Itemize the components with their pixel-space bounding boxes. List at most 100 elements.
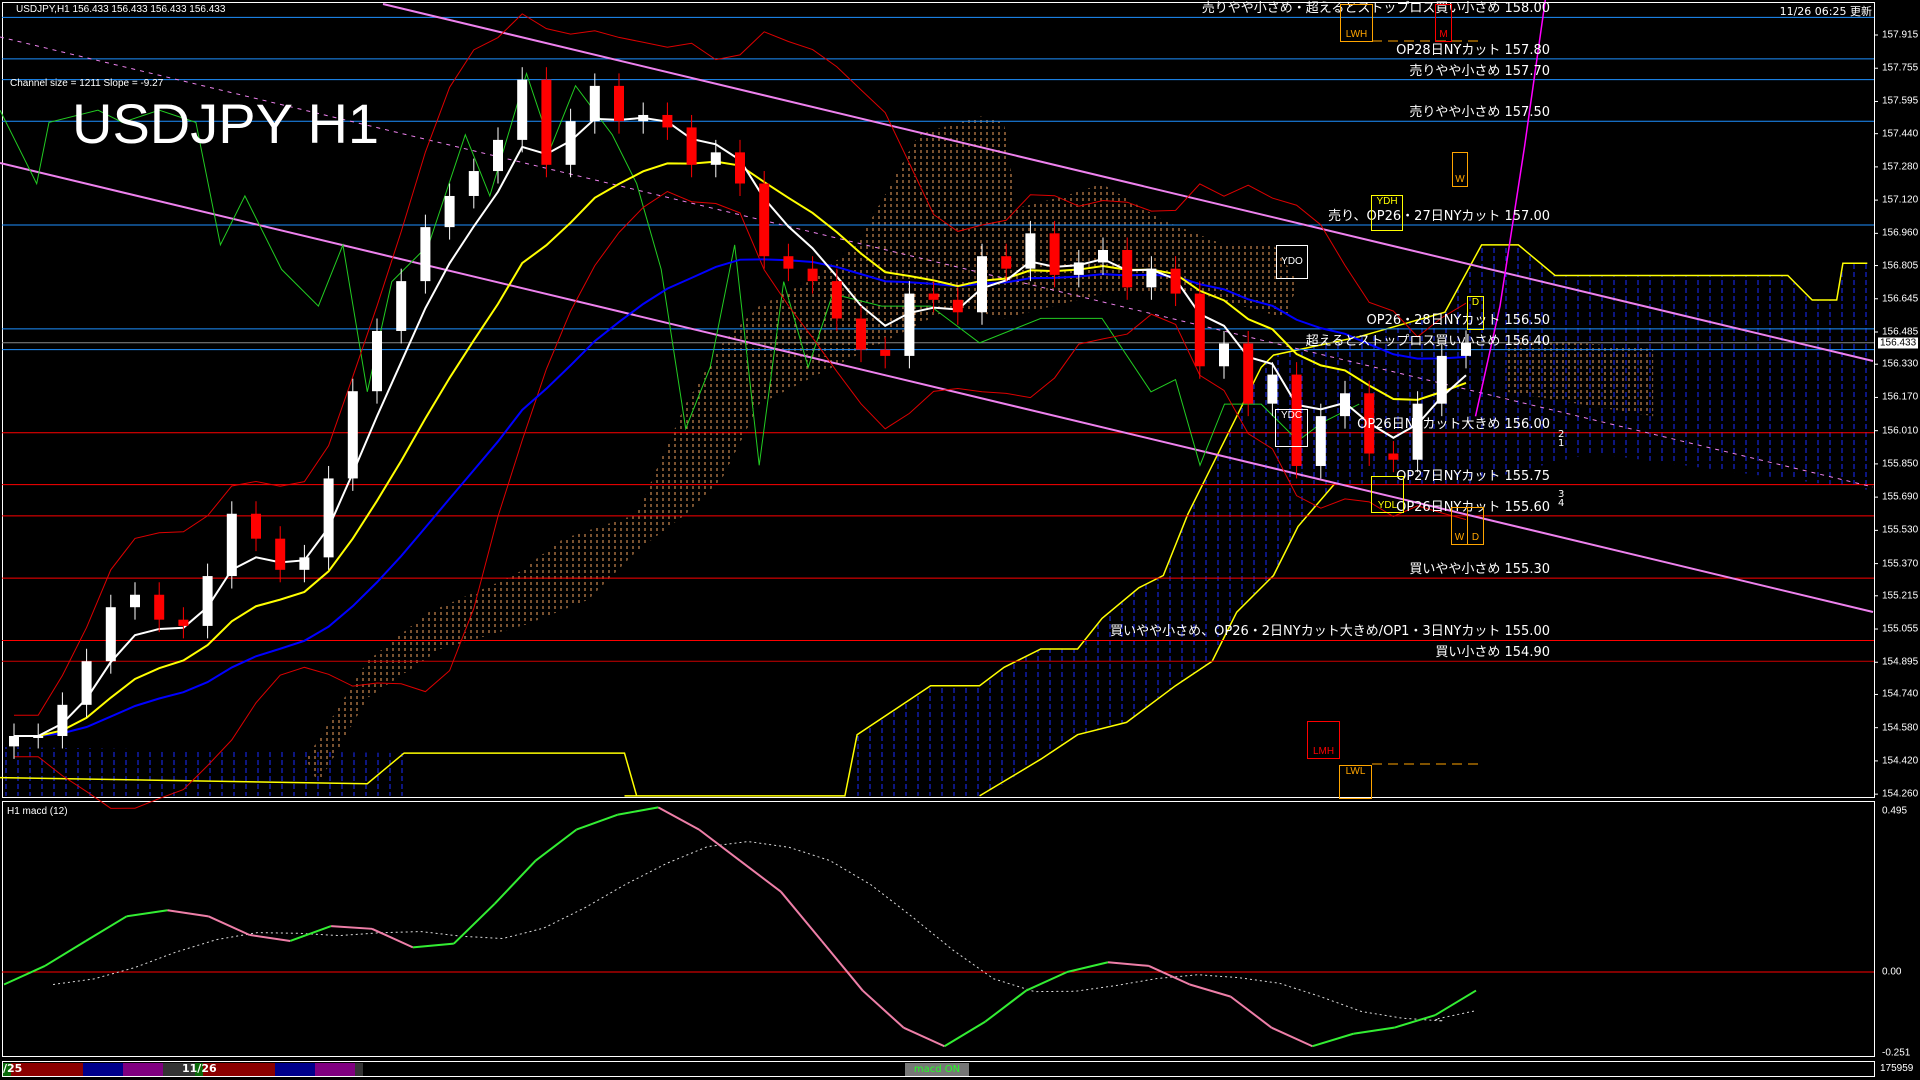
candle-bearish	[686, 127, 697, 165]
ydh-marker: YDH	[1371, 195, 1403, 231]
arrow-numbers-b: 3 4	[1558, 489, 1565, 509]
macd-line-segment	[493, 859, 537, 905]
candle-bearish	[614, 85, 624, 122]
candle-bullish	[226, 513, 237, 577]
price-axis-label: 154.740	[1882, 688, 1919, 700]
macd-toggle-button[interactable]: macd ON	[905, 1063, 969, 1076]
channel-info: Channel size = 1211 Slope = -9.27	[10, 78, 164, 89]
candle-bearish	[1001, 256, 1012, 269]
d-marker-top: D	[1467, 296, 1484, 330]
candle-bearish	[759, 183, 770, 257]
macd-line-segment	[85, 915, 128, 942]
current-price-label: 156.433	[1878, 337, 1919, 349]
arrow-numbers-a: 2 1	[1558, 429, 1565, 449]
price-axis-label: 157.280	[1882, 161, 1919, 173]
m-marker: M	[1435, 4, 1452, 42]
lmh-marker: LMH	[1307, 721, 1340, 759]
candle-bearish	[1170, 268, 1181, 294]
candle-bearish	[1194, 293, 1205, 367]
macd-line-segment	[698, 828, 741, 862]
price-axis-label: 154.260	[1882, 788, 1919, 800]
senkou-span-line	[0, 752, 638, 797]
candle-bullish	[493, 139, 503, 172]
lwl-marker: LWL	[1339, 765, 1372, 799]
candle-bullish	[1025, 233, 1036, 269]
macd-line-segment	[1066, 961, 1109, 973]
candle-bullish	[57, 704, 68, 736]
ichimoku-cloud-future	[857, 244, 1868, 796]
macd-signal-line	[52, 841, 1477, 1022]
macd-line-segment	[1393, 1014, 1436, 1029]
price-level-label: 売りやや小さめ 157.70	[1409, 63, 1550, 79]
green-indicator-line	[0, 71, 1360, 467]
macd-axis-bottom: -0.251	[1882, 1047, 1911, 1059]
candle-bullish	[1315, 416, 1326, 466]
session-segment-tokyo	[203, 1063, 275, 1076]
candle-bullish	[81, 661, 92, 705]
ydl-marker: YDL	[1371, 476, 1404, 513]
day-marker-green	[195, 1063, 203, 1076]
price-axis-label: 155.690	[1882, 491, 1919, 503]
candle-bullish	[589, 85, 600, 122]
session-segment-london	[83, 1063, 123, 1076]
projection-line	[1474, 0, 1547, 417]
candle-bullish	[1267, 374, 1278, 404]
macd-line-segment	[1107, 961, 1149, 967]
macd-line-segment	[371, 927, 414, 949]
macd-panel-frame	[2, 801, 1875, 1057]
date-label: 11/26	[182, 1062, 217, 1075]
session-segment-ny	[123, 1063, 163, 1076]
candle-bearish	[662, 114, 673, 128]
main-chart-frame	[2, 2, 1875, 798]
candle-bearish	[783, 256, 794, 269]
price-axis-label: 156.170	[1882, 391, 1919, 403]
session-segment-london	[275, 1063, 315, 1076]
candle-bearish	[275, 538, 286, 570]
macd-line-segment	[1230, 995, 1273, 1029]
candle-bullish	[710, 152, 721, 165]
candle-bullish	[372, 330, 382, 392]
macd-line-segment	[1189, 983, 1231, 998]
price-axis-label: 156.485	[1882, 326, 1919, 338]
macd-line-segment	[576, 813, 618, 831]
price-level-label: 売りやや小さめ・超えるとストップロス買い小さめ 158.00	[1201, 1, 1550, 17]
lwh-marker: LWH	[1340, 4, 1373, 42]
chart-title: USDJPY H1	[72, 92, 380, 155]
bollinger-upper-line	[14, 13, 1467, 716]
candle-bullish	[396, 281, 407, 331]
candle-bearish	[1388, 453, 1399, 460]
channel-lower-line	[0, 162, 1874, 613]
price-axis-label: 156.960	[1882, 227, 1919, 239]
candle-bearish	[154, 594, 165, 620]
date-label: /25	[3, 1062, 23, 1075]
price-level-label: OP26日NYカット大きめ 156.00	[1357, 416, 1550, 432]
candle-bearish	[880, 349, 891, 356]
candle-bullish	[1436, 355, 1447, 404]
ichimoku-cloud-past	[306, 116, 1299, 784]
macd-line-segment	[780, 891, 823, 942]
candle-bullish	[977, 256, 987, 313]
period-separator-bar[interactable]	[2, 1061, 1875, 1077]
candle-bearish	[541, 79, 552, 165]
macd-line-segment	[289, 925, 332, 942]
candle-bullish	[33, 735, 44, 738]
candle-bearish	[1049, 233, 1060, 275]
w-marker: W	[1451, 507, 1468, 545]
macd-line-segment	[534, 828, 578, 862]
candle-bearish	[1291, 374, 1302, 466]
senkou-span-line	[979, 483, 1336, 797]
candle-bearish	[831, 281, 842, 319]
price-axis-label: 154.580	[1882, 722, 1919, 734]
w-marker-top: W	[1452, 152, 1468, 187]
symbol-info: USDJPY,H1 156.433 156.433 156.433 156.43…	[16, 4, 226, 15]
price-level-label: 超えるとストップロス買い小さめ 156.40	[1305, 333, 1550, 349]
candle-bullish	[202, 576, 213, 626]
macd-line-segment	[453, 903, 496, 945]
senkou-span-line	[624, 244, 1868, 797]
price-axis-label: 156.010	[1882, 425, 1919, 437]
session-segment-off	[163, 1063, 196, 1076]
ydo-marker: YDO	[1276, 245, 1308, 279]
ydc-marker: YDC	[1275, 409, 1308, 447]
price-axis-label: 155.850	[1882, 458, 1919, 470]
